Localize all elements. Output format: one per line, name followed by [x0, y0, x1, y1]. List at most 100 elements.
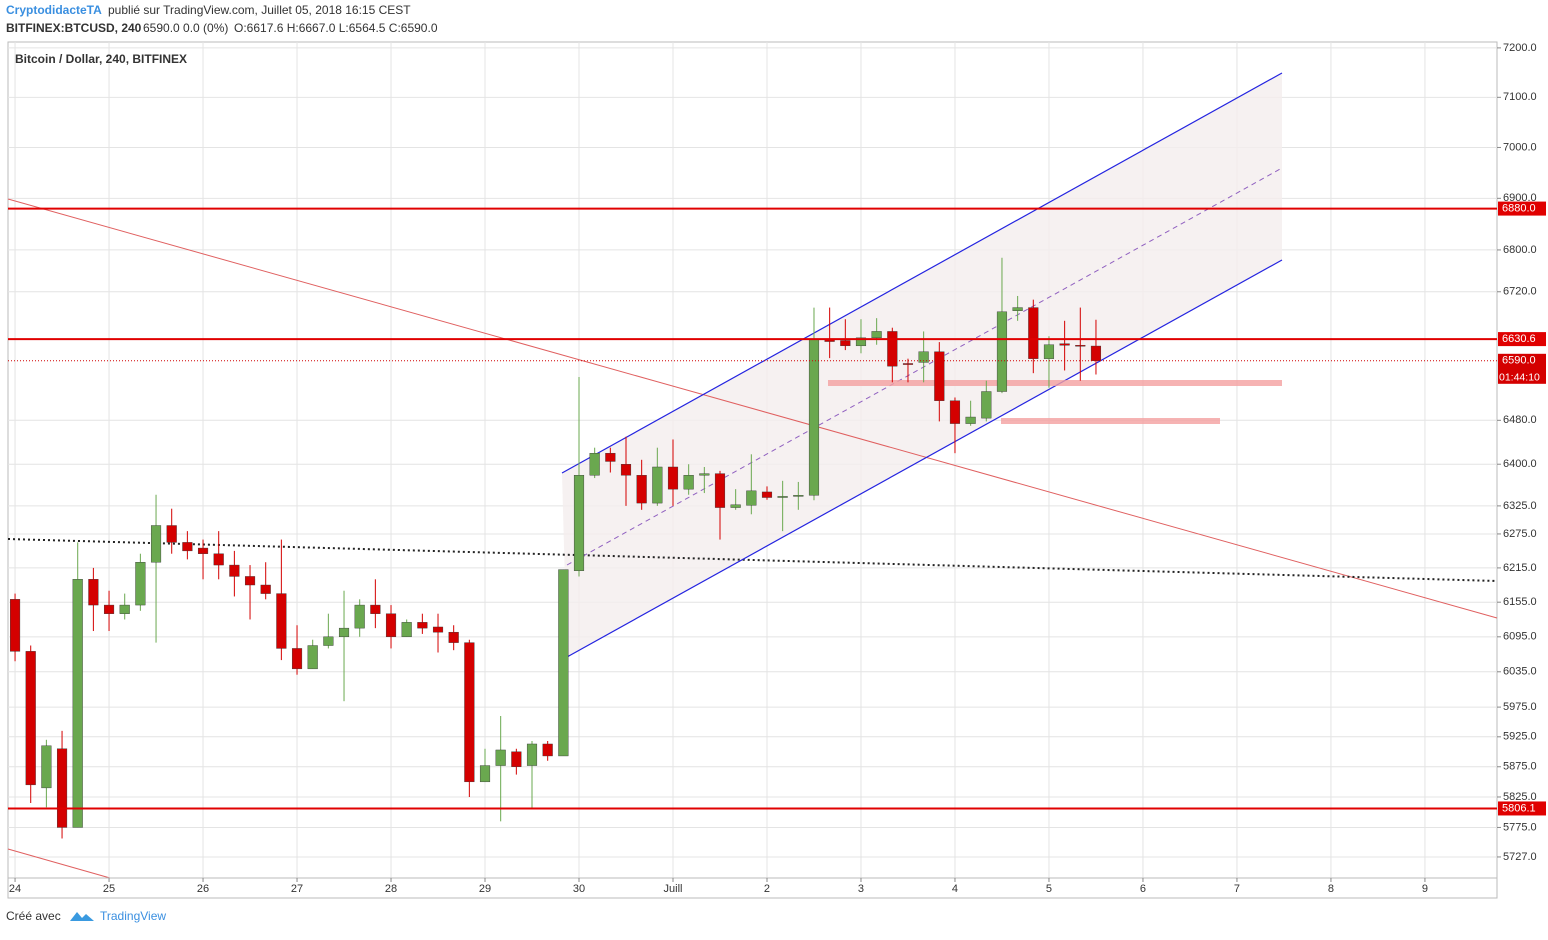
author[interactable]: CryptodidacteTA [6, 3, 102, 17]
candle-body [714, 473, 726, 508]
y-tick-label: 6275.0 [1503, 528, 1537, 540]
ohlc: O:6617.6 H:6667.0 L:6564.5 C:6590.0 [234, 21, 438, 35]
y-tick-label: 6720.0 [1503, 286, 1537, 298]
marks [9, 257, 1102, 839]
level-tag [1498, 801, 1546, 816]
x-tick-label: 26 [197, 883, 209, 895]
candle-body [276, 593, 287, 649]
published: publié sur TradingView.com, Juillet 05, … [108, 3, 411, 17]
candle-body [667, 466, 679, 490]
candle-body [589, 452, 600, 476]
candle-body [1059, 343, 1070, 346]
candle-body [949, 400, 961, 424]
candle-body [542, 743, 553, 757]
candle-body [432, 626, 444, 633]
change: 6590.0 0.0 (0%) [143, 21, 228, 35]
candle-body [56, 748, 68, 828]
candle-body [1043, 344, 1055, 359]
dotted-trendline [7, 538, 1498, 582]
y-tick-label: 7100.0 [1503, 91, 1537, 103]
trendline [7, 198, 1498, 619]
level-label: 6630.6 [1502, 333, 1536, 345]
candle-body [526, 743, 538, 766]
channel-mid [566, 167, 1283, 566]
candle-body [417, 622, 428, 629]
candle-body [72, 579, 83, 828]
x-tick-label: 4 [952, 883, 958, 895]
candle-body [135, 562, 146, 606]
candle-body [981, 391, 992, 419]
candle-body [479, 765, 491, 783]
level-label: 6880.0 [1502, 202, 1536, 214]
x-tick-label: 24 [9, 883, 21, 895]
candle-body [370, 604, 381, 614]
candle-body [1028, 307, 1039, 359]
y-tick-label: 5825.0 [1503, 791, 1537, 803]
candle-body [1075, 345, 1086, 347]
candle-body [636, 475, 647, 504]
candle-body [213, 553, 224, 566]
y-tick-label: 6095.0 [1503, 631, 1537, 643]
x-tick-label: 28 [385, 883, 397, 895]
level-tag [1498, 332, 1546, 347]
candle-body [746, 490, 757, 506]
candle-body [401, 622, 412, 638]
candle-body [777, 496, 788, 498]
candle-body [934, 351, 945, 401]
x-tick-label: 29 [479, 883, 491, 895]
y-tick-label: 5727.0 [1503, 851, 1537, 863]
y-tick-label: 5975.0 [1503, 701, 1537, 713]
candle-body [965, 416, 976, 424]
candle-body [229, 564, 240, 577]
footer-brand[interactable]: TradingView [100, 909, 166, 923]
x-tick-label: 27 [291, 883, 303, 895]
zone [828, 380, 1282, 386]
candle-body [88, 579, 99, 606]
last-price-label: 6590.0 [1502, 355, 1536, 367]
y-tick-label: 6215.0 [1503, 562, 1537, 574]
candle-body [902, 363, 914, 365]
candle-body [573, 475, 585, 571]
candle-body [699, 473, 710, 476]
x-tick-label: 25 [103, 883, 115, 895]
candle-body [620, 464, 632, 476]
level-tag [1498, 201, 1546, 216]
y-tick-label: 6900.0 [1503, 192, 1537, 204]
y-tick-label: 5775.0 [1503, 821, 1537, 833]
x-tick-label: 6 [1140, 883, 1146, 895]
symbol: BITFINEX:BTCUSD, 240 [6, 21, 142, 35]
x-tick-label: Juill [664, 883, 683, 895]
channel-fill [562, 73, 1282, 657]
candle-body [385, 613, 397, 638]
candle-body [1090, 345, 1102, 362]
level-label: 5806.1 [1502, 802, 1536, 814]
candle-body [558, 569, 569, 757]
candle-body [464, 642, 475, 783]
y-tick-label: 7000.0 [1503, 141, 1537, 153]
y-tick-label: 6480.0 [1503, 414, 1537, 426]
x-tick-label: 3 [858, 883, 864, 895]
candle-body [103, 604, 115, 614]
x-tick-label: 8 [1328, 883, 1334, 895]
last-price-tag [1498, 353, 1546, 384]
footer-text: Créé avec [6, 909, 61, 923]
candle-body [996, 311, 1008, 392]
candle-body [511, 751, 522, 767]
candle-body [41, 745, 52, 789]
logo [70, 912, 94, 921]
candle-body [197, 547, 209, 554]
candle-body [150, 525, 162, 563]
candle-body [166, 525, 177, 543]
candle-body [323, 636, 334, 646]
x-tick-label: 5 [1046, 883, 1052, 895]
candle-body [495, 749, 506, 766]
candle-body [119, 604, 130, 614]
channel-upper [561, 72, 1283, 474]
candle-body [9, 599, 21, 652]
candle-body [808, 339, 820, 496]
y-tick-label: 6325.0 [1503, 500, 1537, 512]
x-tick-label: 9 [1422, 883, 1428, 895]
candle-body [605, 452, 616, 462]
